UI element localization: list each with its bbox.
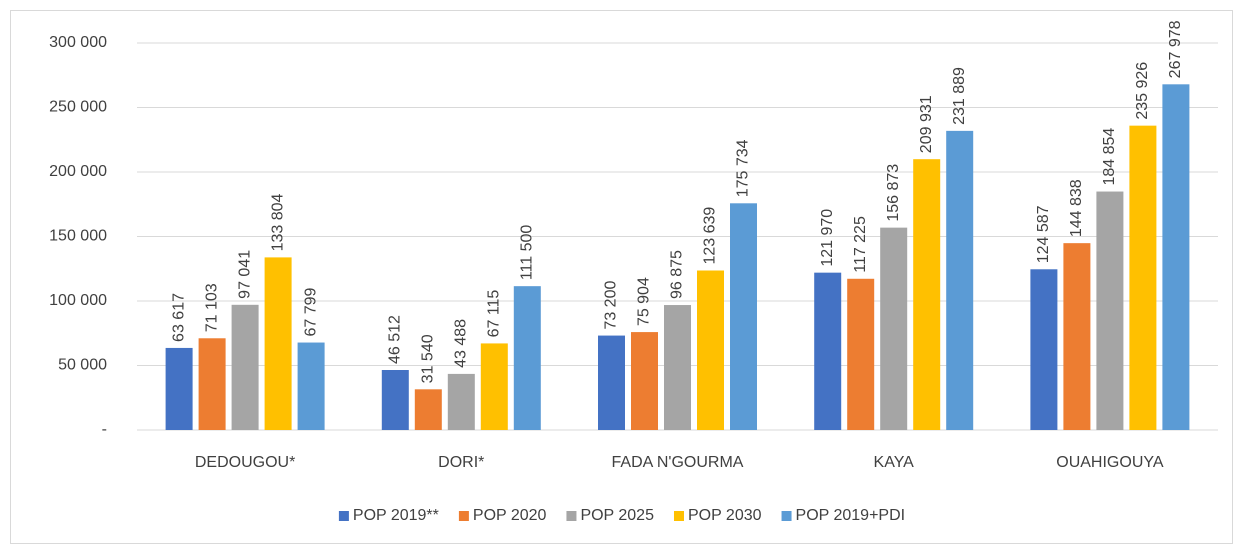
bar: [414, 389, 442, 430]
x-tick-label: FADA N'GOURMA: [612, 454, 744, 471]
bar: [381, 369, 409, 430]
data-label: 175 734: [735, 139, 752, 197]
data-label: 184 854: [1101, 128, 1118, 186]
data-label: 117 225: [852, 216, 869, 273]
data-label: 67 799: [302, 288, 319, 337]
legend-label: POP 2020: [473, 507, 547, 524]
data-label: 235 926: [1134, 62, 1151, 120]
legend-label: POP 2019**: [353, 507, 439, 524]
legend-swatch: [566, 511, 577, 521]
data-label: 75 904: [636, 277, 653, 326]
legend-swatch: [338, 511, 349, 521]
x-tick-label: OUAHIGOUYA: [1056, 454, 1164, 471]
bar: [264, 257, 292, 430]
y-tick-label: 50 000: [58, 357, 107, 374]
y-tick-label: 300 000: [49, 34, 107, 51]
data-label: 63 617: [170, 293, 187, 342]
bar: [814, 272, 842, 430]
legend-swatch: [673, 511, 684, 521]
bar: [847, 278, 875, 430]
y-tick-label: 200 000: [49, 163, 107, 180]
y-tick-label: -: [102, 421, 107, 438]
bar: [1030, 269, 1058, 430]
bar: [231, 304, 259, 430]
data-label: 73 200: [603, 281, 620, 330]
bar: [1063, 243, 1091, 430]
legend-swatch: [458, 511, 469, 521]
bar: [480, 343, 508, 430]
data-label: 43 488: [453, 319, 470, 368]
y-tick-label: 150 000: [49, 228, 107, 245]
x-tick-label: DORI*: [438, 454, 484, 471]
data-label: 46 512: [387, 315, 404, 364]
data-label: 231 889: [951, 67, 968, 125]
data-label: 209 931: [918, 95, 935, 153]
bar: [165, 347, 193, 430]
bar: [598, 335, 625, 430]
bar: [880, 227, 908, 430]
bar: [730, 203, 757, 430]
data-label: 124 587: [1035, 205, 1052, 263]
bar: [946, 130, 974, 430]
legend-label: POP 2030: [688, 507, 762, 524]
data-label: 144 838: [1068, 179, 1085, 237]
y-tick-label: 250 000: [49, 99, 107, 116]
bar: [697, 270, 724, 430]
y-tick-label: 100 000: [49, 292, 107, 309]
chart-border: [10, 10, 1233, 544]
bar: [1129, 125, 1157, 430]
bar: [297, 342, 325, 430]
data-label: 67 115: [486, 290, 503, 338]
data-label: 111 500: [519, 225, 536, 281]
bar: [913, 159, 941, 430]
bar: [664, 305, 691, 430]
bar: [447, 373, 475, 430]
data-label: 71 103: [203, 283, 220, 332]
bar: [513, 286, 541, 430]
data-label: 156 873: [885, 164, 902, 222]
bar: [198, 338, 226, 430]
data-label: 123 639: [702, 207, 719, 265]
data-label: 267 978: [1167, 20, 1184, 78]
data-label: 133 804: [269, 193, 286, 251]
x-tick-label: DEDOUGOU*: [195, 454, 295, 471]
data-label: 96 875: [669, 250, 686, 299]
data-label: 31 540: [420, 334, 437, 383]
data-label: 121 970: [819, 209, 836, 267]
legend-swatch: [781, 511, 792, 521]
data-label: 97 041: [236, 250, 253, 299]
legend-label: POP 2019+PDI: [796, 507, 906, 524]
bar: [1096, 191, 1124, 430]
legend-label: POP 2025: [580, 507, 654, 524]
bar: [631, 332, 658, 430]
bar: [1162, 84, 1190, 430]
x-tick-label: KAYA: [874, 454, 915, 471]
